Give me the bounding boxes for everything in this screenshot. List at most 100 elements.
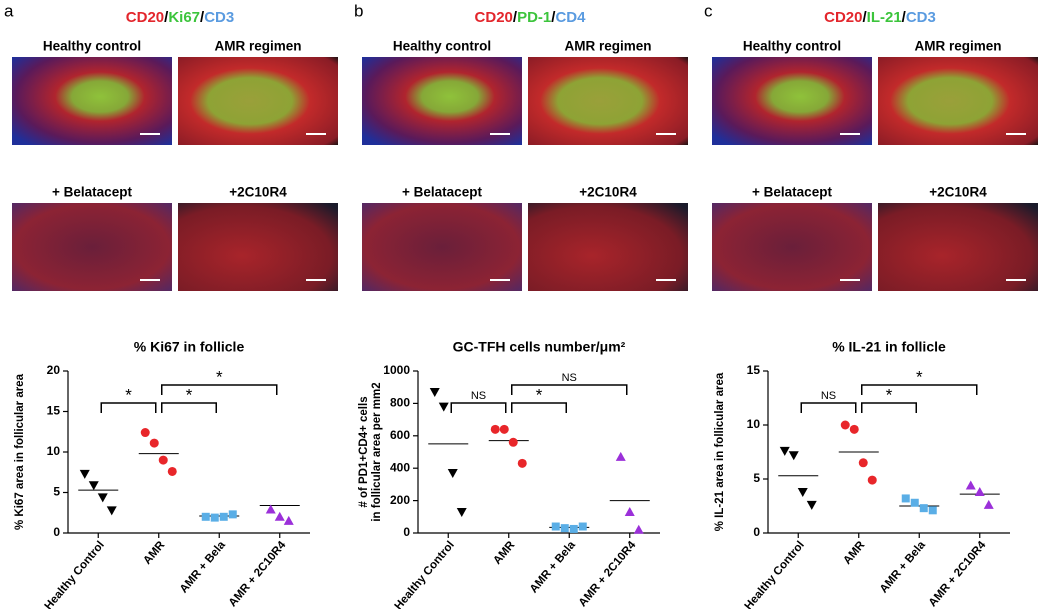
chart-title: % Ki67 in follicle — [134, 339, 245, 355]
data-point — [551, 522, 560, 531]
x-tick-label: Healthy Control — [43, 539, 107, 609]
data-point — [508, 437, 518, 447]
image-label: +2C10R4 — [579, 185, 637, 200]
significance-bracket — [861, 402, 917, 413]
data-point — [79, 469, 90, 479]
data-point — [858, 458, 868, 468]
stain-title: CD20/Ki67/CD3 — [126, 9, 234, 26]
stain-label: IL-21 — [867, 9, 902, 26]
x-tick-label: AMR — [841, 539, 867, 567]
image-label: +2C10R4 — [229, 185, 287, 200]
image-label: AMR regimen — [564, 39, 651, 54]
chart-title: GC-TFH cells number/μm² — [453, 339, 626, 355]
y-tick-label: 0 — [753, 525, 760, 539]
y-tick-label: 5 — [753, 471, 760, 485]
y-tick-label: 5 — [53, 485, 60, 499]
data-point — [797, 487, 808, 497]
y-tick-label: 10 — [747, 417, 761, 431]
x-tick-label: AMR + 2C10R4 — [577, 539, 639, 609]
significance-label: * — [216, 367, 223, 386]
data-point — [910, 498, 919, 507]
x-tick-label: AMR + 2C10R4 — [227, 539, 289, 609]
data-point — [88, 481, 99, 491]
micrograph — [878, 203, 1038, 291]
data-point — [158, 455, 168, 465]
micrograph — [362, 203, 522, 291]
data-point — [438, 402, 449, 412]
micrograph — [12, 203, 172, 291]
stain-label: PD-1 — [517, 9, 551, 26]
data-point — [806, 500, 817, 510]
x-tick-label: Healthy Control — [393, 539, 457, 609]
x-tick-label: AMR + 2C10R4 — [927, 539, 989, 609]
stain-title: CD20/PD-1/CD4 — [475, 9, 587, 26]
micrograph — [178, 57, 338, 145]
x-tick-label: AMR + Bela — [878, 539, 928, 596]
stain-label: / — [551, 9, 556, 26]
image-label: AMR regimen — [914, 39, 1001, 54]
significance-label: NS — [821, 390, 836, 402]
stain-label: CD20 — [475, 9, 513, 26]
data-point — [867, 475, 877, 485]
significance-label: * — [886, 385, 893, 404]
micrograph — [178, 203, 338, 291]
image-label: AMR regimen — [214, 39, 301, 54]
stain-label: / — [200, 9, 205, 26]
micrograph — [528, 203, 688, 291]
data-point — [97, 493, 108, 503]
significance-bracket — [511, 402, 567, 413]
micrograph — [528, 57, 688, 145]
x-tick-label: AMR — [141, 539, 167, 567]
stain-label: / — [902, 9, 907, 26]
significance-label: * — [186, 385, 193, 404]
significance-label: * — [536, 385, 543, 404]
significance-label: NS — [562, 372, 577, 384]
stain-label: CD3 — [204, 9, 234, 26]
chart-title: % IL-21 in follicle — [832, 339, 946, 355]
significance-bracket — [100, 402, 157, 413]
data-point — [456, 507, 467, 517]
significance-label: * — [916, 367, 923, 386]
data-point — [447, 469, 458, 479]
data-point — [788, 451, 799, 461]
data-point — [517, 458, 527, 468]
micrograph — [712, 203, 872, 291]
image-label: + Belatacept — [402, 185, 482, 200]
data-point — [569, 524, 578, 533]
image-label: Healthy control — [743, 39, 841, 54]
y-axis-label: # of PD1+CD4+ cells — [358, 396, 370, 507]
data-point — [779, 446, 790, 456]
data-point — [219, 512, 228, 521]
y-tick-label: 10 — [47, 444, 61, 458]
data-point — [106, 506, 117, 516]
panel-letter: b — [354, 1, 363, 20]
significance-bracket — [511, 384, 628, 395]
significance-bracket — [161, 402, 217, 413]
y-axis-label: % Ki67 area in follicular area — [14, 373, 26, 530]
stain-label: / — [513, 9, 518, 26]
stain-title: CD20/IL-21/CD3 — [824, 9, 936, 26]
image-label: Healthy control — [393, 39, 491, 54]
data-point — [849, 424, 859, 434]
data-point — [919, 504, 928, 513]
stain-label: / — [862, 9, 867, 26]
y-axis-label: in follicular area per mm2 — [371, 382, 383, 521]
y-tick-label: 600 — [390, 428, 410, 442]
data-point — [283, 515, 294, 525]
micrograph — [878, 57, 1038, 145]
stain-label: Ki67 — [168, 9, 200, 26]
y-tick-label: 800 — [390, 396, 410, 410]
image-label: Healthy control — [43, 39, 141, 54]
y-axis-label: % IL-21 area in follicular area — [714, 372, 726, 531]
y-tick-label: 400 — [390, 460, 410, 474]
data-point — [974, 486, 985, 496]
data-point — [149, 438, 159, 448]
panel-letter: a — [4, 1, 14, 20]
x-tick-label: Healthy Control — [743, 539, 807, 609]
data-point — [265, 504, 276, 514]
x-tick-label: AMR — [491, 539, 517, 567]
data-point — [578, 522, 587, 531]
y-tick-label: 15 — [747, 363, 761, 377]
stain-label: CD3 — [906, 9, 936, 26]
